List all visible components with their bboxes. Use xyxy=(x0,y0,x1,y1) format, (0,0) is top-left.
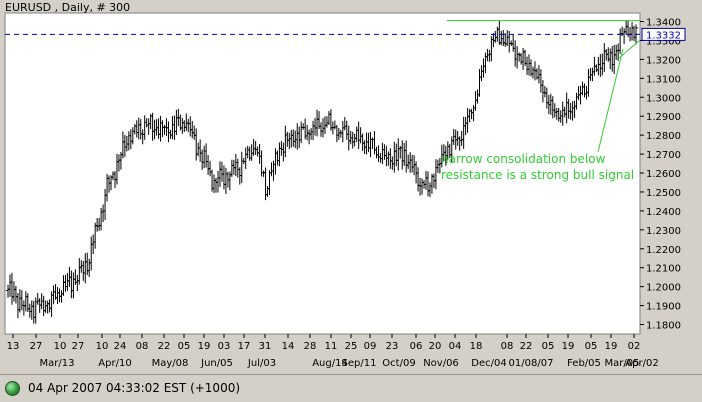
x-month-label: Jun/05 xyxy=(200,358,233,369)
y-tick-label: 1.2200 xyxy=(646,245,681,256)
y-tick-label: 1.2500 xyxy=(646,188,681,199)
y-tick-label: 1.2800 xyxy=(646,131,681,142)
x-day-label: 10 xyxy=(54,341,67,352)
x-month-label: Oct/09 xyxy=(382,358,415,369)
x-day-label: 05 xyxy=(178,341,191,352)
y-tick-label: 1.3200 xyxy=(646,55,681,66)
x-month-label: Nov/06 xyxy=(423,358,459,369)
x-day-label: 06 xyxy=(410,341,423,352)
y-tick-label: 1.2600 xyxy=(646,169,681,180)
x-month-label: Jul/03 xyxy=(247,358,276,369)
y-tick-label: 1.3000 xyxy=(646,93,681,104)
x-day-label: 09 xyxy=(364,341,377,352)
x-day-label: 25 xyxy=(345,341,358,352)
status-indicator-icon xyxy=(5,381,20,396)
x-day-label: 19 xyxy=(562,341,575,352)
x-day-label: 22 xyxy=(158,341,171,352)
current-price-box xyxy=(641,27,686,41)
x-day-label: 27 xyxy=(72,341,85,352)
x-day-label: 24 xyxy=(114,341,127,352)
x-month-label: 01/08/07 xyxy=(509,358,554,369)
annotation-arrow xyxy=(597,48,624,153)
y-tick-label: 1.2700 xyxy=(646,150,681,161)
annotation-text-line2: resistance is a strong bull signal xyxy=(441,168,634,182)
x-day-label: 23 xyxy=(386,341,399,352)
x-day-label: 20 xyxy=(429,341,442,352)
x-day-label: 22 xyxy=(520,341,533,352)
consolidation-support-line xyxy=(618,39,641,59)
x-day-label: 11 xyxy=(325,341,338,352)
y-tick-label: 1.1900 xyxy=(646,302,681,313)
x-day-label: 27 xyxy=(30,341,43,352)
chart-frame: 1.3400 1.3300 1.3200 1.3100 1.3000 1.2900 1.28… xyxy=(0,0,702,372)
chart-title: EURUSD , Daily, # 300 xyxy=(5,1,130,14)
x-day-label: 08 xyxy=(501,341,514,352)
x-day-label: 05 xyxy=(585,341,598,352)
current-price-label: 1.3332 xyxy=(646,30,681,41)
x-month-label: May/08 xyxy=(152,358,189,369)
x-month-label: Aug/14 xyxy=(312,358,348,369)
y-tick-label: 1.2900 xyxy=(646,112,681,123)
status-datetime: 04 Apr 2007 04:33:02 EST (+1000) xyxy=(28,381,241,395)
x-day-label: 10 xyxy=(96,341,109,352)
x-day-label: 08 xyxy=(136,341,149,352)
annotation-text-line1: narrow consolidation below xyxy=(441,152,606,166)
x-month-label: Mar/05 xyxy=(605,358,640,369)
x-month-label: Dec/04 xyxy=(471,358,506,369)
x-month-label: Mar/13 xyxy=(40,358,75,369)
y-tick-label: 1.3400 xyxy=(646,18,681,29)
x-day-label: 13 xyxy=(7,341,20,352)
x-day-label: 05 xyxy=(542,341,555,352)
x-month-label: Apr/10 xyxy=(98,358,131,369)
x-month-label: Feb/05 xyxy=(567,358,601,369)
x-day-label: 02 xyxy=(628,341,641,352)
x-day-label: 04 xyxy=(449,341,462,352)
y-tick-label: 1.2300 xyxy=(646,226,681,237)
x-month-label: Sep/11 xyxy=(342,358,377,369)
x-day-label: 31 xyxy=(259,341,272,352)
status-bar: 04 Apr 2007 04:33:02 EST (+1000) xyxy=(0,374,702,402)
x-day-label: 18 xyxy=(470,341,483,352)
x-day-label: 14 xyxy=(282,341,295,352)
x-day-label: 28 xyxy=(304,341,317,352)
x-day-label: 19 xyxy=(605,341,618,352)
y-tick-label: 1.1800 xyxy=(646,321,681,332)
y-tick-label: 1.2100 xyxy=(646,264,681,275)
y-tick-label: 1.3300 xyxy=(646,36,681,47)
y-tick-label: 1.3100 xyxy=(646,74,681,85)
x-month-label: Apr/02 xyxy=(625,358,658,369)
chart-svg[interactable]: 1.3400 1.3300 1.3200 1.3100 1.3000 1.2900 1.28… xyxy=(0,0,702,372)
plot-area[interactable] xyxy=(4,12,641,335)
x-day-label: 19 xyxy=(198,341,211,352)
x-day-label: 17 xyxy=(238,341,251,352)
y-tick-label: 1.2000 xyxy=(646,283,681,294)
y-tick-label: 1.2400 xyxy=(646,207,681,218)
x-day-label: 03 xyxy=(218,341,231,352)
